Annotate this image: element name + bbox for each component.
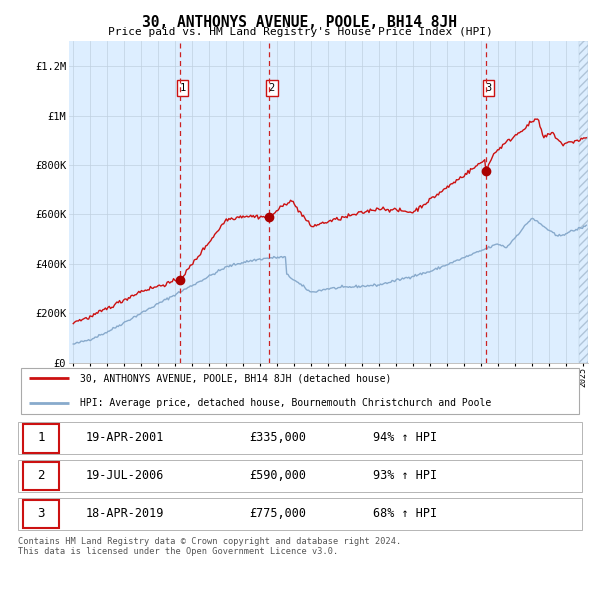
Text: 3: 3 bbox=[485, 83, 491, 93]
Text: 94% ↑ HPI: 94% ↑ HPI bbox=[373, 431, 437, 444]
FancyBboxPatch shape bbox=[23, 462, 59, 490]
FancyBboxPatch shape bbox=[18, 460, 582, 492]
Text: 68% ↑ HPI: 68% ↑ HPI bbox=[373, 507, 437, 520]
Text: 1: 1 bbox=[179, 83, 186, 93]
FancyBboxPatch shape bbox=[23, 500, 59, 528]
Text: 1: 1 bbox=[37, 431, 44, 444]
Text: Price paid vs. HM Land Registry's House Price Index (HPI): Price paid vs. HM Land Registry's House … bbox=[107, 27, 493, 37]
Text: 2: 2 bbox=[37, 469, 44, 482]
Text: £590,000: £590,000 bbox=[249, 469, 306, 482]
Text: 30, ANTHONYS AVENUE, POOLE, BH14 8JH (detached house): 30, ANTHONYS AVENUE, POOLE, BH14 8JH (de… bbox=[80, 373, 391, 384]
Text: 3: 3 bbox=[37, 507, 44, 520]
FancyBboxPatch shape bbox=[18, 422, 582, 454]
Text: 19-APR-2001: 19-APR-2001 bbox=[86, 431, 164, 444]
FancyBboxPatch shape bbox=[18, 498, 582, 530]
Text: 30, ANTHONYS AVENUE, POOLE, BH14 8JH: 30, ANTHONYS AVENUE, POOLE, BH14 8JH bbox=[143, 15, 458, 30]
Text: Contains HM Land Registry data © Crown copyright and database right 2024.
This d: Contains HM Land Registry data © Crown c… bbox=[18, 537, 401, 556]
Text: 19-JUL-2006: 19-JUL-2006 bbox=[86, 469, 164, 482]
Text: HPI: Average price, detached house, Bournemouth Christchurch and Poole: HPI: Average price, detached house, Bour… bbox=[80, 398, 491, 408]
FancyBboxPatch shape bbox=[23, 424, 59, 453]
FancyBboxPatch shape bbox=[21, 368, 579, 414]
Text: £335,000: £335,000 bbox=[249, 431, 306, 444]
Text: 18-APR-2019: 18-APR-2019 bbox=[86, 507, 164, 520]
Text: £775,000: £775,000 bbox=[249, 507, 306, 520]
Text: 93% ↑ HPI: 93% ↑ HPI bbox=[373, 469, 437, 482]
Text: 2: 2 bbox=[269, 83, 275, 93]
